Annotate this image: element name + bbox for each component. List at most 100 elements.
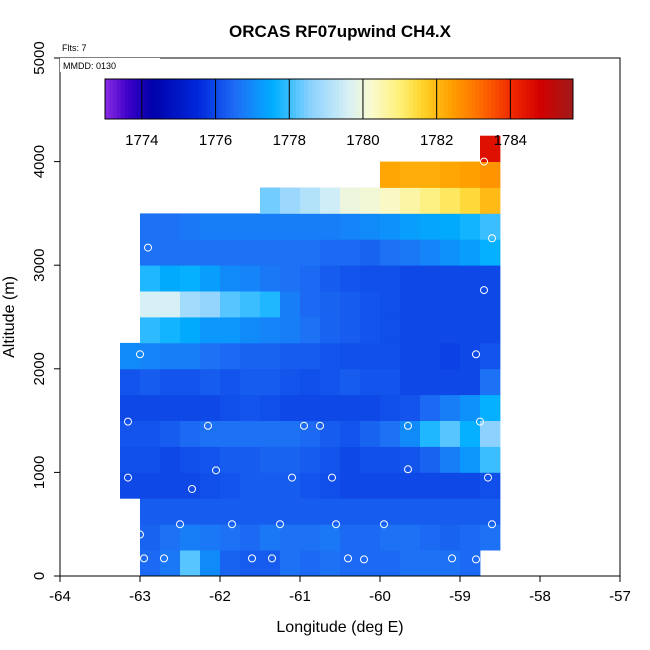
colorbar-tick-label: 1780 <box>346 132 379 149</box>
colorbar-swatch <box>518 79 523 119</box>
colorbar-swatch <box>253 79 258 119</box>
colorbar-swatch <box>319 79 324 119</box>
heatmap-cell <box>140 420 161 447</box>
heatmap-cell <box>200 265 221 292</box>
colorbar-swatch <box>545 79 551 119</box>
colorbar-swatch <box>456 79 461 119</box>
heatmap-cell <box>480 342 501 370</box>
heatmap-cell <box>480 291 501 318</box>
heatmap-cell <box>400 161 421 188</box>
colorbar-swatch <box>268 79 274 119</box>
colorbar-swatch <box>167 79 172 119</box>
heatmap-cell <box>360 446 381 473</box>
heatmap-cell <box>200 317 221 344</box>
colorbar-swatch <box>561 79 566 119</box>
heatmap-cell <box>280 550 301 577</box>
heatmap-cell <box>460 291 481 318</box>
heatmap-cell <box>400 187 421 214</box>
heatmap-cell <box>420 394 441 421</box>
heatmap-cell <box>440 394 461 421</box>
colorbar-swatch <box>569 79 574 119</box>
heatmap-cell <box>440 550 461 577</box>
heatmap-cell <box>260 342 281 370</box>
colorbar-swatch <box>475 79 480 119</box>
heatmap-cell <box>300 550 321 577</box>
colorbar-swatch <box>350 79 356 119</box>
sample-point <box>448 554 456 563</box>
heatmap-cell <box>220 498 241 525</box>
sample-point <box>480 157 488 166</box>
heatmap-cell <box>180 265 201 292</box>
colorbar-swatch <box>245 79 250 119</box>
heatmap-cell <box>160 368 181 396</box>
heatmap-cell <box>240 342 261 370</box>
heatmap-cell <box>300 498 321 525</box>
colorbar-swatch <box>378 79 383 119</box>
heatmap-cell <box>220 394 241 421</box>
colorbar-swatch <box>225 79 231 119</box>
colorbar-tick-label: 1784 <box>494 132 527 149</box>
heatmap-cell <box>380 498 401 525</box>
colorbar-swatch <box>108 79 114 119</box>
colorbar-swatch <box>257 79 262 119</box>
colorbar-swatch <box>300 79 305 119</box>
heatmap-cell <box>280 213 301 240</box>
colorbar-swatch <box>471 79 476 119</box>
colorbar-swatch <box>374 79 379 119</box>
sample-point <box>140 554 148 563</box>
heatmap-cell <box>220 291 241 318</box>
heatmap-cell <box>280 239 301 266</box>
colorbar-swatch <box>132 79 137 119</box>
heatmap-cell <box>160 524 181 551</box>
colorbar-swatch <box>292 79 297 119</box>
heatmap-cell <box>460 498 481 525</box>
heatmap-cell <box>320 498 341 525</box>
heatmap-cell <box>460 394 481 421</box>
x-tick-label: -59 <box>449 588 471 605</box>
heatmap-cell <box>340 472 361 499</box>
heatmap-cell <box>460 265 481 292</box>
heatmap-cell <box>160 291 181 318</box>
colorbar-swatch <box>354 79 359 119</box>
x-tick-label: -58 <box>529 588 551 605</box>
heatmap-cell <box>400 446 421 473</box>
heatmap-cell <box>400 524 421 551</box>
colorbar-swatch <box>362 79 367 119</box>
heatmap-cell <box>480 213 501 240</box>
sample-points <box>124 157 496 564</box>
y-tick-label: 5000 <box>31 41 48 74</box>
colorbar-swatch <box>491 79 496 119</box>
heatmap-cell <box>380 317 401 344</box>
heatmap-cell <box>140 524 161 551</box>
heatmap-cell <box>240 446 261 473</box>
colorbar-swatch <box>537 79 543 119</box>
colorbar-swatch <box>483 79 488 119</box>
sample-point <box>288 473 296 482</box>
heatmap-cell <box>260 472 281 499</box>
heatmap-cell <box>280 187 301 214</box>
heatmap-cell <box>240 420 261 447</box>
sample-point <box>488 234 496 243</box>
heatmap-cell <box>400 239 421 266</box>
heatmap-cell <box>240 213 261 240</box>
heatmap-cell <box>260 239 281 266</box>
colorbar-swatch <box>237 79 242 119</box>
heatmap-cell <box>280 498 301 525</box>
heatmap-cell <box>140 213 161 240</box>
colorbar-swatch <box>218 79 223 119</box>
colorbar-swatch <box>222 79 227 119</box>
heatmap-cell <box>380 213 401 240</box>
heatmap-cell <box>160 265 181 292</box>
sample-point <box>248 554 256 563</box>
heatmap-cell <box>220 368 241 396</box>
heatmap-cell <box>180 524 201 551</box>
colorbar-frame <box>104 78 574 120</box>
colorbar-swatch <box>190 79 196 119</box>
heatmap-cell <box>460 472 481 499</box>
heatmap-cell <box>300 239 321 266</box>
sample-point <box>404 421 412 430</box>
colorbar-swatch <box>420 79 426 119</box>
colorbar-swatch <box>202 79 207 119</box>
heatmap-cell <box>240 394 261 421</box>
sample-point <box>488 520 496 529</box>
